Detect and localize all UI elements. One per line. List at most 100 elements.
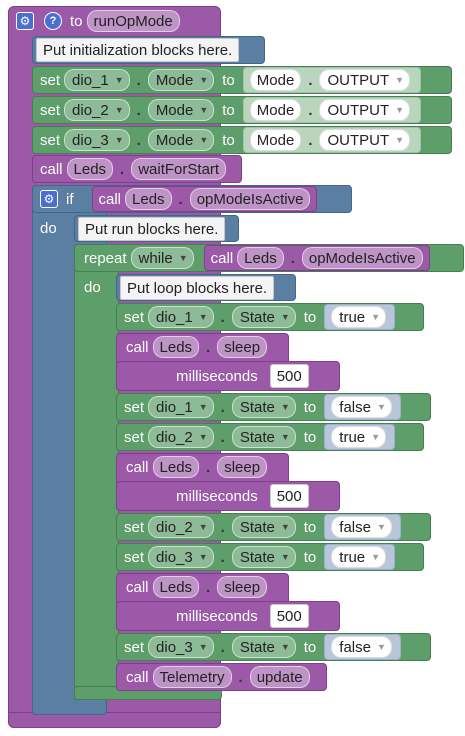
boolean-dropdown[interactable]: false ▼ — [331, 396, 392, 418]
property-dropdown[interactable]: Mode ▼ — [147, 99, 215, 121]
enum-type[interactable]: Mode — [249, 129, 302, 151]
dropdown-arrow-icon: ▼ — [280, 522, 290, 532]
dropdown-arrow-icon: ▼ — [198, 312, 208, 322]
boolean-dropdown[interactable]: true ▼ — [331, 426, 387, 448]
object-name[interactable]: Leds — [66, 158, 114, 180]
set-state-row: set dio_2 ▼ . State ▼ to false ▼ — [124, 512, 401, 542]
object-name[interactable]: Leds — [125, 188, 172, 210]
dropdown-arrow-icon: ▼ — [199, 135, 209, 145]
repeat-block[interactable] — [74, 244, 119, 700]
method-name[interactable]: update — [249, 666, 310, 688]
procedure-name[interactable]: runOpMode — [86, 10, 180, 32]
method-name[interactable]: sleep — [217, 336, 268, 358]
gear-icon[interactable]: ⚙ — [40, 190, 58, 208]
to-keyword: to — [222, 101, 235, 119]
loop-comment[interactable]: Put loop blocks here. — [120, 276, 275, 300]
device-dropdown[interactable]: dio_3 ▼ — [148, 546, 214, 568]
call-keyword: call — [40, 160, 63, 178]
object-name[interactable]: Leds — [152, 576, 200, 598]
property-dropdown[interactable]: State ▼ — [231, 306, 296, 328]
method-name[interactable]: opModeIsActive — [189, 188, 311, 210]
dropdown-arrow-icon: ▼ — [114, 105, 124, 115]
method-name[interactable]: opModeIsActive — [301, 247, 423, 269]
dropdown-arrow-icon: ▼ — [395, 105, 405, 115]
dropdown-arrow-icon: ▼ — [371, 432, 381, 442]
set-state-row: set dio_1 ▼ . State ▼ to true ▼ — [124, 302, 396, 332]
dropdown-arrow-icon: ▼ — [114, 135, 124, 145]
to-keyword: to — [303, 308, 317, 326]
dropdown-arrow-icon: ▼ — [280, 432, 290, 442]
to-keyword: to — [303, 398, 317, 416]
property-dropdown[interactable]: State ▼ — [231, 546, 296, 568]
method-name[interactable]: waitForStart — [131, 158, 227, 180]
dropdown-arrow-icon: ▼ — [198, 522, 208, 532]
dropdown-arrow-icon: ▼ — [114, 75, 124, 85]
device-dropdown[interactable]: dio_3 ▼ — [148, 636, 214, 658]
method-name[interactable]: sleep — [217, 456, 268, 478]
call-keyword: call — [126, 578, 149, 596]
object-name[interactable]: Leds — [152, 456, 200, 478]
dropdown-arrow-icon: ▼ — [376, 522, 386, 532]
set-keyword: set — [124, 398, 145, 416]
boolean-dropdown[interactable]: true ▼ — [331, 306, 387, 328]
dropdown-arrow-icon: ▼ — [198, 432, 208, 442]
device-dropdown[interactable]: dio_2 ▼ — [148, 516, 214, 538]
method-name[interactable]: sleep — [217, 576, 268, 598]
if-keyword: if — [66, 190, 74, 208]
milliseconds-input[interactable]: 500 — [269, 604, 309, 628]
call-keyword: call — [126, 338, 149, 356]
param-label: milliseconds — [176, 487, 258, 505]
telemetry-block[interactable] — [116, 663, 327, 691]
dropdown-arrow-icon: ▼ — [199, 105, 209, 115]
to-keyword: to — [303, 638, 317, 656]
property-dropdown[interactable]: State ▼ — [231, 516, 296, 538]
dropdown-arrow-icon: ▼ — [198, 402, 208, 412]
set-mode-row: set dio_3 ▼ . Mode ▼ to Mode . OUTPUT ▼ — [40, 125, 422, 155]
run-comment[interactable]: Put run blocks here. — [78, 217, 226, 241]
enum-value-dropdown[interactable]: OUTPUT ▼ — [319, 99, 411, 121]
device-dropdown[interactable]: dio_1 ▼ — [64, 69, 130, 91]
object-name[interactable]: Leds — [237, 247, 284, 269]
device-dropdown[interactable]: dio_2 ▼ — [64, 99, 130, 121]
object-name[interactable]: Telemetry — [152, 666, 232, 688]
device-dropdown[interactable]: dio_2 ▼ — [148, 426, 214, 448]
repeat-keyword: repeat — [84, 249, 127, 267]
set-keyword: set — [124, 428, 145, 446]
do-keyword: do — [40, 219, 57, 237]
milliseconds-input[interactable]: 500 — [269, 484, 309, 508]
set-keyword: set — [124, 638, 145, 656]
boolean-dropdown[interactable]: false ▼ — [331, 636, 392, 658]
enum-value-dropdown[interactable]: OUTPUT ▼ — [319, 129, 411, 151]
repeat-mode-dropdown[interactable]: while ▼ — [130, 247, 194, 269]
device-dropdown[interactable]: dio_3 ▼ — [64, 129, 130, 151]
enum-value-dropdown[interactable]: OUTPUT ▼ — [319, 69, 411, 91]
boolean-dropdown[interactable]: false ▼ — [331, 516, 392, 538]
dropdown-arrow-icon: ▼ — [371, 552, 381, 562]
dropdown-arrow-icon: ▼ — [198, 552, 208, 562]
milliseconds-input[interactable]: 500 — [269, 364, 309, 388]
help-icon[interactable]: ? — [44, 12, 62, 30]
set-keyword: set — [40, 71, 61, 89]
dropdown-arrow-icon: ▼ — [376, 402, 386, 412]
to-label: to — [70, 12, 83, 30]
property-dropdown[interactable]: Mode ▼ — [147, 69, 215, 91]
property-dropdown[interactable]: Mode ▼ — [147, 129, 215, 151]
boolean-dropdown[interactable]: true ▼ — [331, 546, 387, 568]
device-dropdown[interactable]: dio_1 ▼ — [148, 306, 214, 328]
property-dropdown[interactable]: State ▼ — [231, 396, 296, 418]
dropdown-arrow-icon: ▼ — [280, 402, 290, 412]
set-state-row: set dio_2 ▼ . State ▼ to true ▼ — [124, 422, 396, 452]
object-name[interactable]: Leds — [152, 336, 200, 358]
do-keyword: do — [84, 278, 101, 296]
device-dropdown[interactable]: dio_1 ▼ — [148, 396, 214, 418]
property-dropdown[interactable]: State ▼ — [231, 426, 296, 448]
call-keyword: call — [210, 249, 234, 267]
enum-type[interactable]: Mode — [249, 69, 302, 91]
dropdown-arrow-icon: ▼ — [395, 135, 405, 145]
property-dropdown[interactable]: State ▼ — [231, 636, 296, 658]
procedure-header: ⚙ ? to runOpMode — [16, 6, 180, 36]
gear-icon[interactable]: ⚙ — [16, 12, 34, 30]
enum-type[interactable]: Mode — [249, 99, 302, 121]
init-comment[interactable]: Put initialization blocks here. — [36, 38, 240, 62]
dropdown-arrow-icon: ▼ — [371, 312, 381, 322]
